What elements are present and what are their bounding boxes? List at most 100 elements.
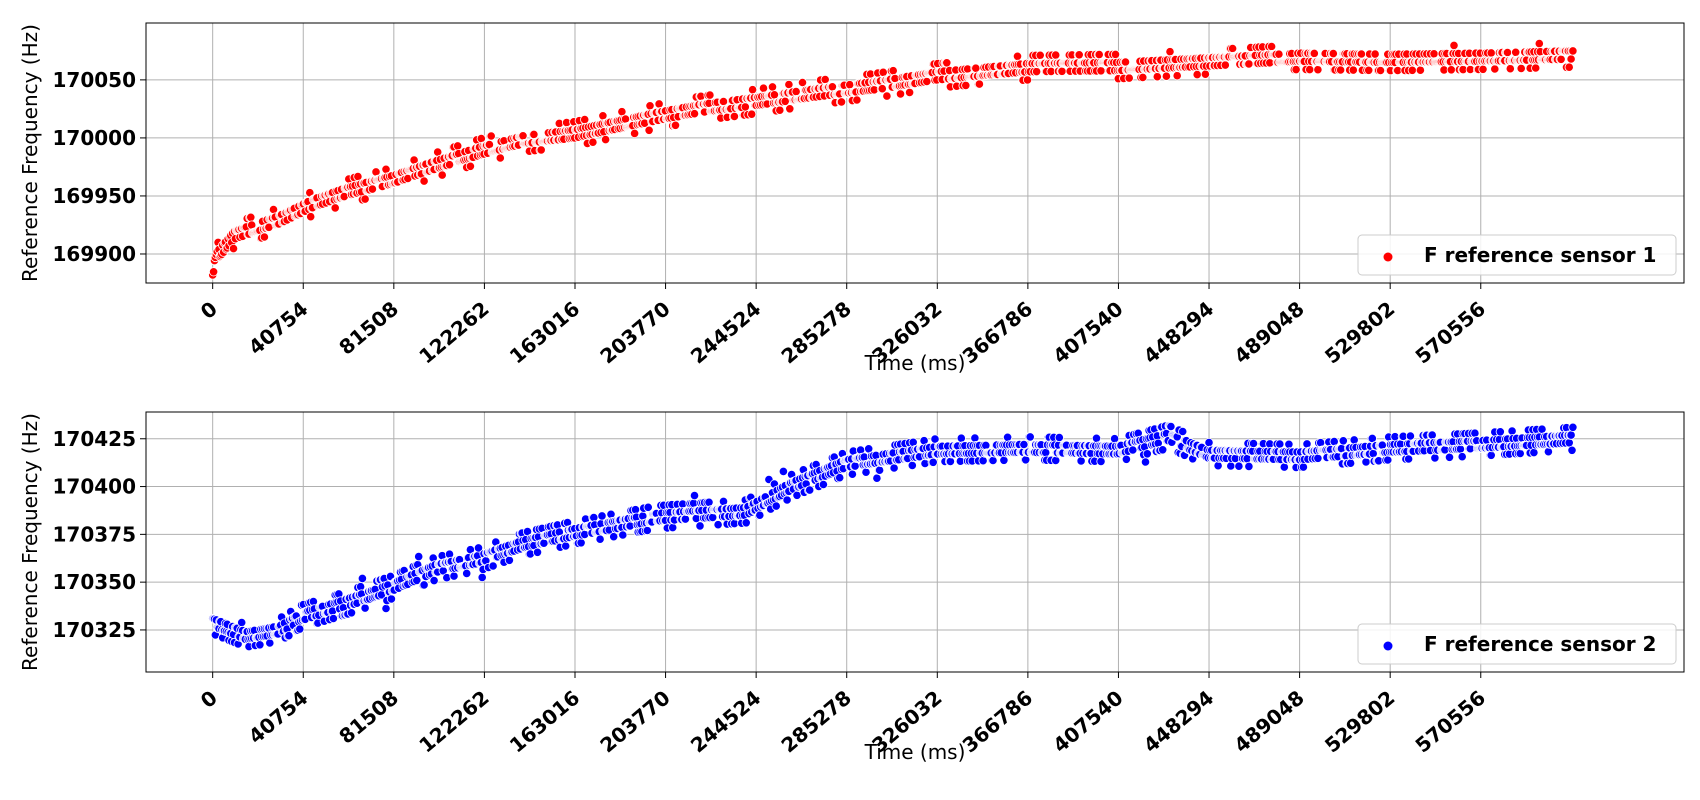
scatter-point xyxy=(907,460,917,470)
scatter-point xyxy=(1248,438,1259,449)
scatter-point xyxy=(740,102,750,112)
y-tick-label: 169950 xyxy=(53,184,137,208)
scatter-point xyxy=(419,176,429,186)
scatter-point xyxy=(1161,71,1172,81)
scatter-point xyxy=(1279,462,1289,472)
scatter-point xyxy=(713,520,723,530)
scatter-point xyxy=(850,461,860,471)
scatter-point xyxy=(845,80,855,90)
scatter-point xyxy=(600,135,611,145)
scatter-point xyxy=(1178,426,1188,437)
scatter-point xyxy=(1035,50,1045,60)
scatter-point xyxy=(1074,50,1084,60)
scatter-point xyxy=(1313,65,1323,75)
scatter-point xyxy=(419,580,429,590)
scatter-point xyxy=(971,63,981,73)
scatter-point xyxy=(747,109,757,119)
scatter-point xyxy=(386,594,396,604)
scatter-point xyxy=(328,613,338,624)
scatter-point xyxy=(284,631,294,641)
y-tick-label: 170425 xyxy=(53,427,137,451)
scatter-point xyxy=(1566,430,1576,440)
scatter-point xyxy=(504,555,514,565)
scatter-point xyxy=(1124,73,1134,83)
scatter-point xyxy=(381,603,391,614)
scatter-point xyxy=(429,575,439,586)
scatter-point xyxy=(1158,445,1168,455)
scatter-point xyxy=(1200,69,1211,79)
scatter-point xyxy=(1361,457,1371,467)
scatter-point xyxy=(360,603,370,613)
scatter-point xyxy=(265,638,275,648)
y-tick-label: 170050 xyxy=(53,68,137,92)
scatter-point xyxy=(1446,65,1456,75)
scatter-point xyxy=(1336,65,1346,75)
scatter-point xyxy=(414,551,424,562)
scatter-points xyxy=(208,421,1578,652)
scatter-point xyxy=(778,466,789,476)
scatter-point xyxy=(255,640,265,650)
scatter-point xyxy=(1291,65,1301,75)
scatter-point xyxy=(1502,47,1513,58)
scatter-point xyxy=(922,76,932,87)
scatter-point xyxy=(1383,455,1393,465)
scatter-point xyxy=(1349,435,1359,445)
scatter-point xyxy=(588,137,598,147)
scatter-point xyxy=(930,434,940,444)
scatter-point xyxy=(818,479,829,490)
scatter-point xyxy=(529,129,539,139)
scatter-point xyxy=(895,89,906,99)
scatter-point xyxy=(782,495,792,505)
scatter-point xyxy=(689,490,700,501)
scatter-point xyxy=(942,58,952,68)
scatter-point xyxy=(1054,432,1064,443)
scatter-point xyxy=(888,66,898,76)
scatter-point xyxy=(775,105,785,115)
scatter-point xyxy=(618,530,628,540)
scatter-point xyxy=(246,212,256,222)
scatter-point xyxy=(729,111,740,122)
scatter-point xyxy=(495,153,505,163)
scatter-point xyxy=(1478,64,1488,74)
scatter-point xyxy=(1274,49,1284,59)
scatter-point xyxy=(961,80,971,91)
scatter-point xyxy=(999,455,1009,465)
scatter-point xyxy=(259,232,269,242)
scatter-point xyxy=(1121,454,1132,464)
y-axis-label: Reference Frequency (Hz) xyxy=(18,413,42,671)
legend-marker xyxy=(1383,252,1393,262)
scatter-point xyxy=(1140,457,1151,467)
scatter-point xyxy=(1152,72,1162,82)
scatter-point xyxy=(642,525,652,536)
scatter-point xyxy=(488,561,498,571)
scatter-point xyxy=(437,170,447,180)
scatter-point xyxy=(1138,72,1148,83)
scatter-point xyxy=(705,90,715,100)
scatter-point xyxy=(1041,447,1051,458)
scatter-point xyxy=(1429,49,1439,59)
scatter-point xyxy=(1091,433,1102,443)
scatter-point xyxy=(1457,452,1467,462)
scatter-point xyxy=(306,212,316,222)
scatter-point xyxy=(1213,461,1223,471)
scatter-point xyxy=(1455,444,1466,454)
scatter-point xyxy=(1515,448,1525,459)
scatter-point xyxy=(1486,450,1496,460)
scatter-point xyxy=(462,568,472,579)
scatter-point xyxy=(1568,422,1578,432)
scatter-point xyxy=(1110,49,1121,60)
scatter-point xyxy=(1284,439,1294,449)
scatter-point xyxy=(904,87,915,98)
scatter-point xyxy=(1404,454,1414,464)
legend-label: F reference sensor 2 xyxy=(1424,632,1656,656)
y-axis-label: Reference Frequency (Hz) xyxy=(18,24,42,282)
scatter-point xyxy=(228,244,239,254)
scatter-point xyxy=(1244,461,1254,471)
scatter-point xyxy=(928,457,938,467)
scatter-point xyxy=(486,131,496,141)
scatter-point xyxy=(852,95,862,105)
scatter-point xyxy=(1370,49,1380,59)
scatter-point xyxy=(1019,439,1029,450)
scatter-point xyxy=(1309,48,1319,59)
scatter-point xyxy=(1120,57,1131,67)
